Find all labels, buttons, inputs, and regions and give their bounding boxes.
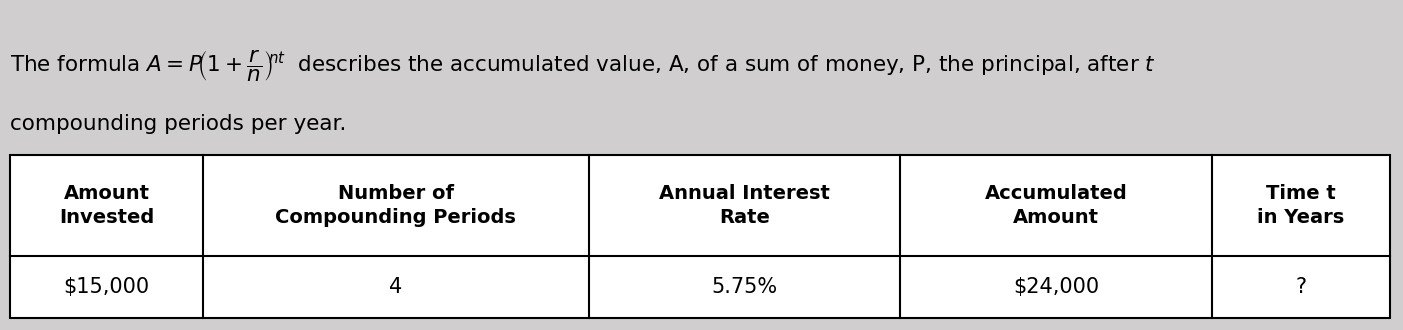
- Text: Accumulated
Amount: Accumulated Amount: [985, 184, 1128, 227]
- Text: $24,000: $24,000: [1013, 277, 1099, 297]
- Text: $15,000: $15,000: [63, 277, 150, 297]
- Text: Number of
Compounding Periods: Number of Compounding Periods: [275, 184, 516, 227]
- Text: 4: 4: [389, 277, 403, 297]
- Text: Amount
Invested: Amount Invested: [59, 184, 154, 227]
- Text: The formula $A = P\!\left(1+\dfrac{r}{n}\right)^{\!\!nt}$  describes the accumul: The formula $A = P\!\left(1+\dfrac{r}{n}…: [10, 48, 1156, 83]
- Text: Annual Interest
Rate: Annual Interest Rate: [659, 184, 831, 227]
- Bar: [10, 155, 1390, 318]
- Text: compounding periods per year.: compounding periods per year.: [10, 114, 347, 134]
- Text: Time t
in Years: Time t in Years: [1257, 184, 1344, 227]
- Text: 5.75%: 5.75%: [711, 277, 777, 297]
- Text: ?: ?: [1295, 277, 1306, 297]
